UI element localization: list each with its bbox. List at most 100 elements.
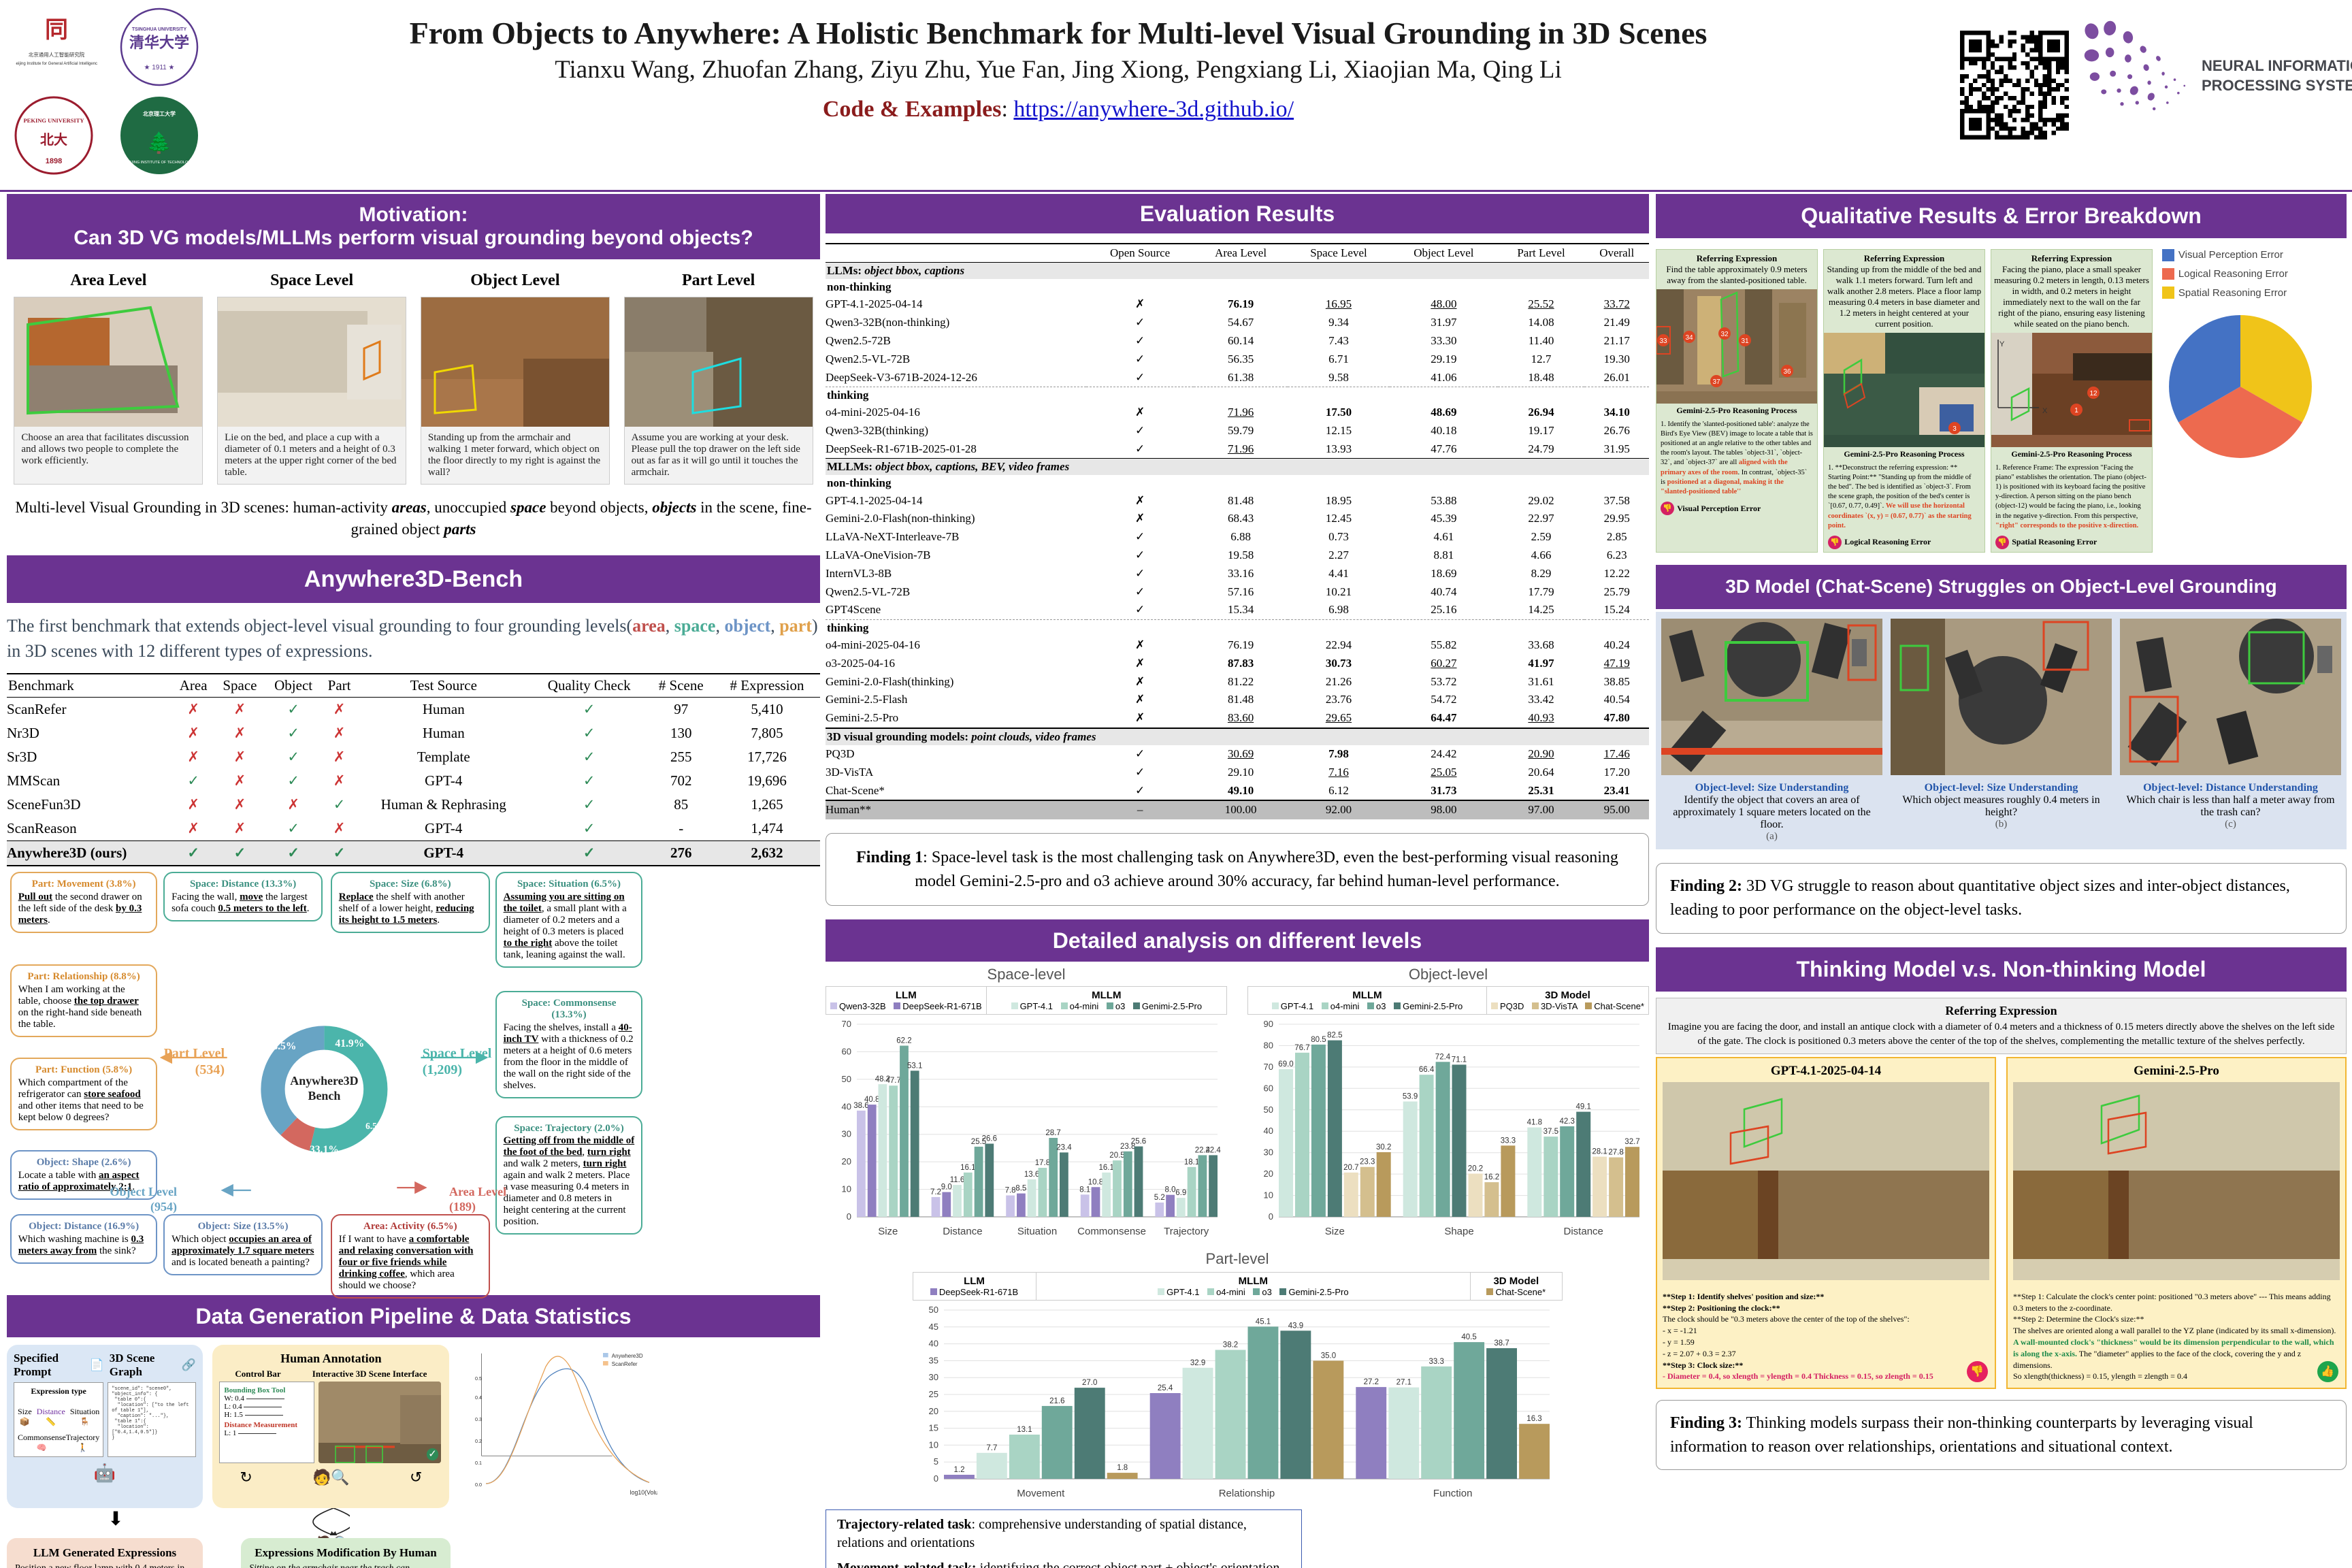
svg-text:33.3: 33.3	[1501, 1137, 1516, 1145]
svg-text:Beijing Institute for General: Beijing Institute for General Artificial…	[16, 62, 97, 66]
svg-text:20.2: 20.2	[1468, 1165, 1483, 1173]
svg-text:Size: Size	[1325, 1226, 1345, 1237]
svg-text:53.9: 53.9	[1403, 1093, 1418, 1101]
svg-text:37: 37	[1712, 378, 1720, 386]
svg-text:3: 3	[1953, 425, 1957, 433]
svg-text:30: 30	[928, 1373, 938, 1383]
svg-text:6.5%: 6.5%	[365, 1121, 386, 1131]
svg-text:45: 45	[928, 1322, 938, 1332]
svg-text:60: 60	[842, 1047, 851, 1057]
svg-text:11.6: 11.6	[950, 1176, 965, 1184]
svg-text:80: 80	[1264, 1041, 1273, 1051]
svg-text:0.4: 0.4	[475, 1394, 482, 1401]
svg-text:36: 36	[1783, 368, 1791, 376]
svg-text:5.2: 5.2	[1154, 1194, 1165, 1202]
svg-text:45.1: 45.1	[1255, 1318, 1270, 1326]
svg-text:★ 1911 ★: ★ 1911 ★	[144, 64, 175, 71]
svg-text:7.8: 7.8	[1005, 1187, 1016, 1195]
svg-text:13.1: 13.1	[1017, 1426, 1032, 1434]
svg-text:20: 20	[842, 1156, 851, 1166]
svg-text:5: 5	[933, 1457, 938, 1467]
svg-text:23.3: 23.3	[1360, 1158, 1375, 1166]
svg-text:Shape: Shape	[1444, 1226, 1473, 1237]
svg-text:10: 10	[928, 1440, 938, 1450]
svg-text:30: 30	[842, 1129, 851, 1139]
svg-text:同: 同	[45, 18, 68, 43]
svg-text:16.3: 16.3	[1526, 1416, 1541, 1424]
svg-text:7.2: 7.2	[930, 1188, 941, 1196]
svg-text:21.6: 21.6	[1049, 1397, 1064, 1405]
svg-text:18.5%: 18.5%	[267, 1041, 297, 1052]
svg-text:Anywhere3D: Anywhere3D	[290, 1075, 358, 1088]
svg-text:33.3: 33.3	[1428, 1358, 1443, 1366]
svg-text:38.7: 38.7	[1494, 1339, 1509, 1348]
svg-text:16.1: 16.1	[1099, 1164, 1114, 1172]
svg-text:Anywhere3D: Anywhere3D	[612, 1354, 643, 1360]
svg-text:北京通用人工智能研究院: 北京通用人工智能研究院	[29, 51, 85, 58]
svg-text:北大: 北大	[40, 132, 67, 148]
svg-text:27.0: 27.0	[1082, 1379, 1097, 1387]
svg-text:7.7: 7.7	[986, 1444, 997, 1452]
svg-text:6.9: 6.9	[1175, 1189, 1186, 1197]
svg-text:8.0: 8.0	[1165, 1186, 1176, 1194]
svg-text:20.7: 20.7	[1343, 1164, 1358, 1172]
svg-text:Situation: Situation	[1017, 1226, 1057, 1237]
svg-text:20: 20	[1264, 1169, 1273, 1179]
svg-text:90: 90	[1264, 1019, 1273, 1029]
svg-text:0: 0	[1269, 1211, 1273, 1222]
svg-text:30.2: 30.2	[1376, 1143, 1391, 1152]
svg-text:32.9: 32.9	[1190, 1359, 1205, 1367]
svg-text:0.5: 0.5	[475, 1375, 482, 1382]
svg-text:Relationship: Relationship	[1218, 1488, 1275, 1499]
svg-text:20.5: 20.5	[1109, 1152, 1124, 1160]
svg-text:53.1: 53.1	[907, 1062, 922, 1071]
svg-text:0.1: 0.1	[475, 1460, 482, 1466]
svg-text:50: 50	[842, 1074, 851, 1084]
svg-text:Distance: Distance	[1564, 1226, 1603, 1237]
svg-text:27.1: 27.1	[1396, 1379, 1411, 1387]
svg-text:50: 50	[1264, 1105, 1273, 1115]
svg-text:71.1: 71.1	[1452, 1056, 1467, 1064]
svg-text:25.4: 25.4	[1157, 1384, 1173, 1392]
svg-text:X: X	[2042, 407, 2048, 415]
svg-text:37.5: 37.5	[1544, 1128, 1558, 1136]
svg-text:0: 0	[933, 1473, 938, 1484]
svg-text:25: 25	[928, 1389, 938, 1399]
svg-text:8.5: 8.5	[1015, 1185, 1026, 1193]
svg-text:1.2: 1.2	[953, 1466, 964, 1474]
svg-text:10: 10	[1264, 1190, 1273, 1200]
svg-text:32: 32	[1720, 331, 1729, 338]
svg-text:10.8: 10.8	[1088, 1179, 1103, 1187]
svg-text:Distance: Distance	[943, 1226, 982, 1237]
svg-text:43.9: 43.9	[1288, 1322, 1303, 1330]
svg-text:1: 1	[2074, 407, 2078, 414]
svg-text:Trajectory: Trajectory	[1164, 1226, 1209, 1237]
svg-text:23.4: 23.4	[1056, 1144, 1072, 1152]
svg-text:17.8: 17.8	[1035, 1159, 1050, 1167]
svg-text:27.2: 27.2	[1363, 1378, 1378, 1386]
svg-text:0.2: 0.2	[475, 1438, 482, 1444]
svg-text:40.8: 40.8	[864, 1096, 879, 1104]
svg-text:35.0: 35.0	[1320, 1352, 1335, 1360]
svg-text:18.1: 18.1	[1184, 1158, 1199, 1166]
svg-text:PEKING UNIVERSITY: PEKING UNIVERSITY	[23, 117, 84, 124]
svg-text:13.6: 13.6	[1024, 1171, 1039, 1179]
svg-text:38.2: 38.2	[1222, 1341, 1237, 1350]
svg-text:⬇: ⬇	[108, 1508, 123, 1529]
svg-text:0.0: 0.0	[475, 1482, 482, 1488]
svg-text:25.6: 25.6	[1131, 1138, 1146, 1146]
svg-text:40: 40	[1264, 1126, 1273, 1137]
svg-text:22.4: 22.4	[1205, 1147, 1221, 1155]
svg-text:82.5: 82.5	[1327, 1032, 1342, 1040]
svg-text:31: 31	[1741, 338, 1749, 345]
svg-text:12: 12	[2089, 390, 2097, 397]
svg-text:清华大学: 清华大学	[129, 34, 189, 51]
svg-text:Size: Size	[878, 1226, 898, 1237]
svg-text:35: 35	[928, 1356, 938, 1366]
svg-text:0.3: 0.3	[475, 1416, 482, 1422]
svg-text:ScanRefer: ScanRefer	[612, 1362, 638, 1368]
svg-text:16.2: 16.2	[1484, 1173, 1499, 1181]
svg-text:20: 20	[928, 1406, 938, 1416]
svg-text:TSINGHUA UNIVERSITY: TSINGHUA UNIVERSITY	[132, 27, 187, 32]
svg-text:50: 50	[928, 1305, 938, 1315]
